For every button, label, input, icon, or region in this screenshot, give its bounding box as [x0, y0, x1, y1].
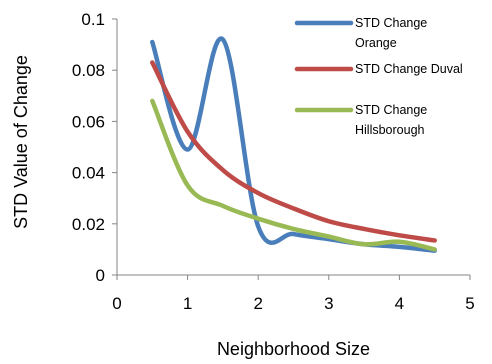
x-tick-label: 1 [183, 294, 192, 313]
chart-series-layer [150, 36, 437, 253]
legend-item-hillsborough: STD Change Hillsborough [294, 103, 427, 137]
y-tick-label: 0 [96, 266, 105, 285]
legend-label: Hillsborough [355, 123, 425, 137]
x-tick-label: 5 [465, 294, 474, 313]
series-line-duval [150, 60, 437, 243]
y-tick-label: 0.04 [72, 164, 105, 183]
y-tick-label: 0.06 [72, 112, 105, 131]
legend-label: STD Change Duval [355, 62, 463, 76]
legend-item-duval: STD Change Duval [294, 62, 463, 76]
legend-label: Orange [355, 36, 397, 50]
legend-label: STD Change [355, 103, 427, 117]
legend-item-orange: STD Change Orange [294, 16, 427, 50]
chart-axes: 0 0.02 0.04 0.06 0.08 0.1 0 1 2 3 4 5 [72, 10, 475, 313]
chart-legend: STD Change Orange STD Change Duval STD Chan… [294, 16, 463, 137]
x-axis-title: Neighborhood Size [217, 339, 370, 359]
x-tick-label: 0 [112, 294, 121, 313]
y-tick-label: 0.02 [72, 215, 105, 234]
y-tick-label: 0.1 [81, 10, 105, 29]
x-tick-label: 3 [324, 294, 333, 313]
x-tick-label: 2 [253, 294, 262, 313]
series-line-hillsborough [150, 98, 437, 252]
x-tick-label: 4 [395, 294, 404, 313]
y-axis-title: STD Value of Change [11, 55, 31, 229]
y-tick-label: 0.08 [72, 61, 105, 80]
legend-label: STD Change [355, 16, 427, 30]
